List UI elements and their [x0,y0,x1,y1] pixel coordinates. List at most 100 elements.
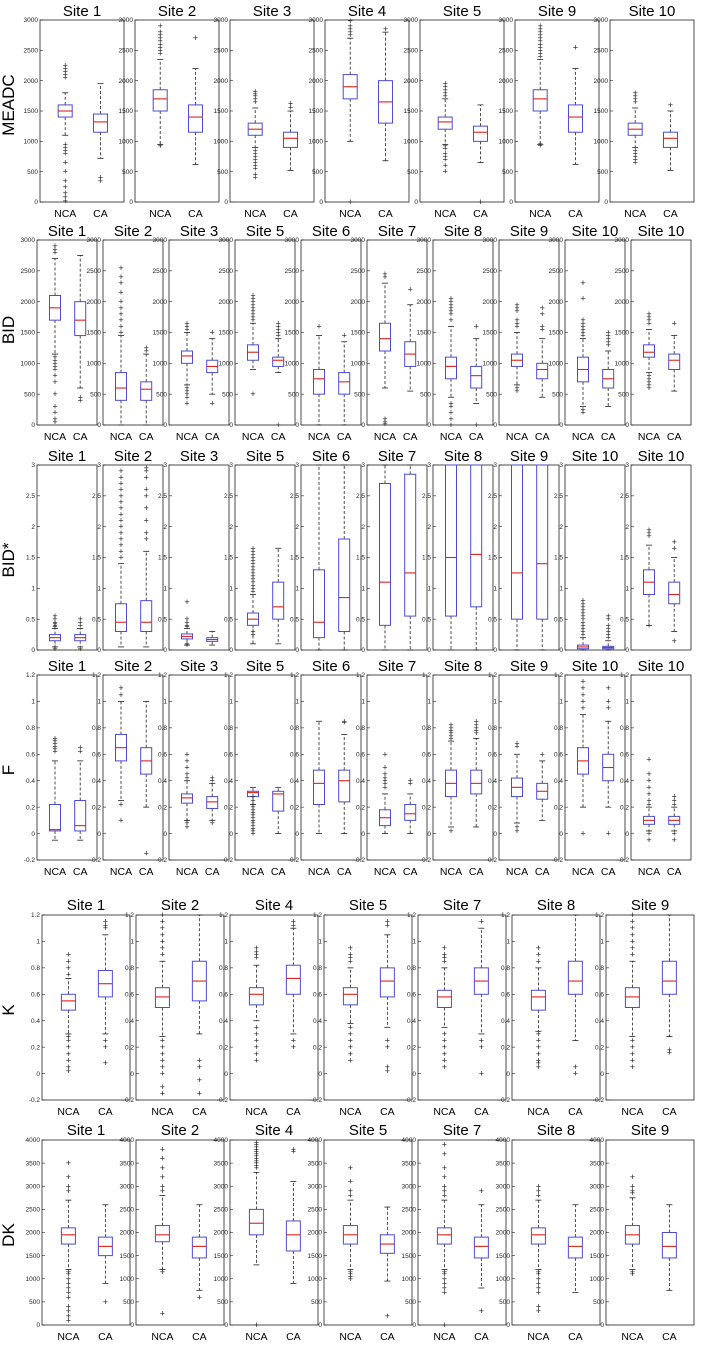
y-tick-label: 1000 [402,1276,417,1283]
outlier-point: + [78,743,83,753]
outlier-point: + [348,1022,353,1032]
outlier-point: + [66,1274,71,1284]
outlier-point: + [210,776,215,786]
y-tick-label: 0.6 [620,751,629,758]
outlier-point: + [276,328,281,338]
y-tick-label: 1 [31,699,35,706]
outlier-point: + [160,917,165,927]
box-iqr [668,353,681,371]
outlier-point: + [538,48,543,58]
outlier-point: + [580,703,585,713]
y-tick-label: 1 [295,699,299,706]
row-label-bid: BID [0,316,18,344]
y-tick-label: 500 [552,391,563,398]
y-tick-label: 1000 [214,139,229,146]
y-tick-label: 1500 [309,108,324,115]
outlier-point: + [348,1029,353,1039]
y-tick-label: 0.8 [26,725,35,732]
y-tick-label: 0.6 [488,751,497,758]
y-tick-label: 0.8 [224,725,233,732]
y-tick-label: 0.6 [31,991,40,998]
y-tick-label: 2.5 [224,493,233,500]
y-tick-label: 0.4 [219,1018,228,1025]
outlier-point: + [536,1278,541,1288]
category-label-nca: NCA [374,431,396,443]
y-tick-label: -0.2 [123,1097,135,1104]
outlier-point: + [52,747,57,757]
outlier-point: + [536,1186,541,1196]
y-tick-label: 4000 [26,1137,41,1144]
outlier-point: + [442,952,447,962]
outlier-point: + [348,1042,353,1052]
box-iqr [187,104,203,133]
y-tick-label: 500 [122,169,133,176]
y-tick-label: 1.5 [92,555,101,562]
box-iqr [115,603,127,632]
outlier-point: + [448,720,453,730]
y-tick-label: 3 [625,462,629,469]
outlier-point: + [254,1147,259,1157]
outlier-point: + [385,1066,390,1076]
outlier-point: + [52,408,57,418]
outlier-point: + [580,620,585,630]
y-tick-label: 1.2 [92,672,101,679]
y-tick-label: 0.6 [290,751,299,758]
outlier-point: + [254,1158,259,1168]
outlier-point: + [253,164,258,174]
outlier-point: + [210,398,215,408]
outlier-point: + [250,586,255,596]
outlier-point: + [443,82,448,92]
outlier-point: + [52,642,57,652]
outlier-point: + [254,1320,259,1330]
outlier-point: + [184,321,189,331]
y-tick-label: 0 [506,1322,510,1329]
outlier-point: + [158,27,163,37]
y-tick-label: 0.8 [407,965,416,972]
outlier-point: + [633,88,638,98]
y-tick-label: 1500 [153,330,168,337]
outlier-point: + [538,36,543,46]
y-tick-label: 500 [502,169,513,176]
y-tick-label: 2000 [402,1230,417,1237]
site-title: Site 4 [255,1122,293,1139]
outlier-point: + [538,30,543,40]
y-tick-label: 1 [559,699,563,706]
box-iqr [272,581,285,620]
outlier-point: + [668,100,673,110]
row-label-f: F [0,765,18,775]
y-tick-label: 2 [361,524,365,531]
y-tick-label: 1500 [404,108,419,115]
outlier-point: + [253,173,258,183]
outlier-point: + [474,321,479,331]
outlier-point: + [580,605,585,615]
y-tick-label: 1.2 [620,672,629,679]
outlier-point: + [250,297,255,307]
outlier-point: + [250,294,255,304]
category-label-ca: CA [139,866,154,878]
y-tick-label: 1 [493,586,497,593]
box-iqr [470,464,483,608]
outlier-point: + [250,630,255,640]
y-tick-label: 3000 [309,17,324,24]
y-tick-label: 2500 [219,268,234,275]
y-tick-label: 1000 [417,361,432,368]
outlier-point: + [448,297,453,307]
category-label-ca: CA [663,208,678,220]
outlier-point: + [52,739,57,749]
y-tick-label: 0 [36,1071,40,1078]
y-tick-label: 500 [90,391,101,398]
outlier-point: + [66,1186,71,1196]
y-tick-label: 1000 [308,1276,323,1283]
y-tick-label: 3000 [219,237,234,244]
y-tick-label: 1 [559,586,563,593]
category-label-ca: CA [271,866,286,878]
y-tick-label: 2000 [404,78,419,85]
outlier-point: + [158,42,163,52]
outlier-point: + [479,1036,484,1046]
panel-frame [102,674,164,861]
outlier-point: + [316,321,321,331]
outlier-point: + [66,1032,71,1042]
outlier-point: + [633,145,638,155]
outlier-point: + [342,718,347,728]
outlier-point: + [536,1042,541,1052]
